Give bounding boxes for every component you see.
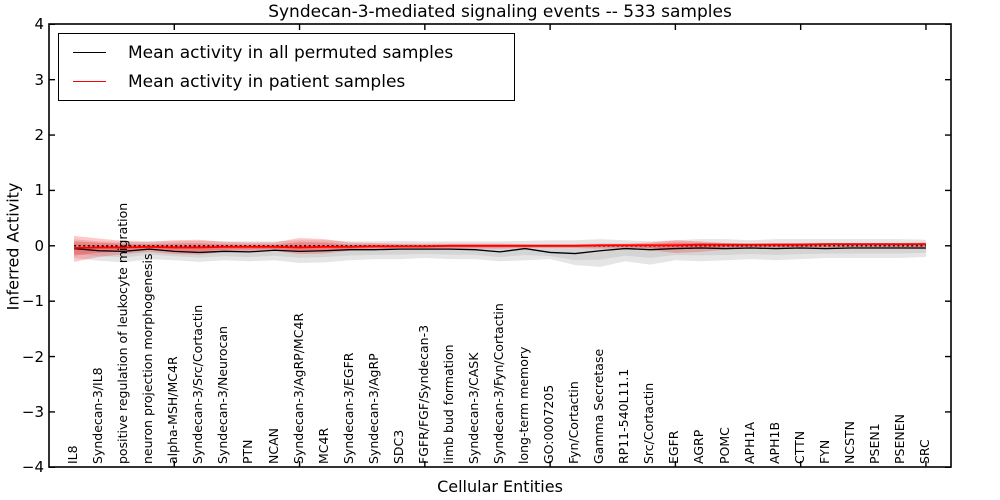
x-category-label: NCAN xyxy=(265,428,281,464)
legend-line-red xyxy=(73,81,106,82)
x-category-label: FYN xyxy=(816,439,832,464)
x-category-label: GO:0007205 xyxy=(541,384,557,464)
x-category-label: Syndecan-3/AgRP xyxy=(365,353,381,464)
x-category-label: SDC3 xyxy=(390,429,406,464)
x-category-label: SRC xyxy=(916,439,932,464)
x-category-label: RP11-540L11.1 xyxy=(616,368,632,464)
x-category-label: PTN xyxy=(240,439,256,464)
patient-mean-line xyxy=(74,243,926,249)
x-category-label: MC4R xyxy=(315,427,331,464)
x-category-label: NCSTN xyxy=(841,421,857,464)
x-category-label: alpha-MSH/MC4R xyxy=(165,356,181,464)
y-tick-label: −4 xyxy=(21,458,44,477)
y-tick-label: 4 xyxy=(34,15,44,34)
x-category-label: Syndecan-3/Fyn/Cortactin xyxy=(491,303,506,464)
legend-label: Mean activity in patient samples xyxy=(128,71,406,92)
x-category-label: CTTN xyxy=(791,430,807,464)
x-category-label: Syndecan-3/EGFR xyxy=(340,352,356,464)
y-tick-label: 1 xyxy=(34,181,44,200)
y-tick-label: 3 xyxy=(34,70,44,89)
x-category-label: Syndecan-3/AgRP/MC4R xyxy=(290,312,306,464)
x-category-label: AGRP xyxy=(691,429,707,464)
x-axis-label: Cellular Entities xyxy=(437,477,563,496)
x-category-label: Syndecan-3/Src/Cortactin xyxy=(190,304,206,464)
y-tick-label: −3 xyxy=(21,402,44,421)
x-category-label: Syndecan-3/Neurocan xyxy=(215,326,231,464)
x-category-label: EGFR xyxy=(666,430,682,464)
y-tick-label: −2 xyxy=(21,347,44,366)
x-category-label: POMC xyxy=(716,427,732,464)
x-category-label: neuron projection morphogenesis xyxy=(140,253,156,464)
x-category-label: Syndecan-3/IL8 xyxy=(90,367,106,464)
x-category-label: PSENEN xyxy=(891,414,907,464)
x-category-label: APH1B xyxy=(766,421,782,464)
permuted-mean-line xyxy=(73,247,926,255)
x-category-label: Syndecan-3/CASK xyxy=(465,352,481,464)
x-category-label: APH1A xyxy=(741,422,757,464)
y-tick-label: 2 xyxy=(34,126,44,145)
y-tick-label: −1 xyxy=(21,292,44,311)
legend-entry-patient: Mean activity in patient samples xyxy=(73,72,514,92)
legend-box: Mean activity in all permuted samples Me… xyxy=(58,33,515,101)
x-category-label: PSEN1 xyxy=(866,423,882,464)
x-category-label: limb bud formation xyxy=(440,344,456,464)
x-category-label: long-term memory xyxy=(516,346,532,464)
x-category-label: Fyn/Cortactin xyxy=(566,381,582,464)
patient-band-outer xyxy=(74,235,926,262)
legend-line-black xyxy=(73,52,106,53)
x-category-label: IL8 xyxy=(65,445,81,464)
x-category-label: Gamma Secretase xyxy=(591,348,607,464)
legend-label: Mean activity in all permuted samples xyxy=(128,42,454,63)
legend-entry-permuted: Mean activity in all permuted samples xyxy=(73,43,514,63)
x-category-label: Src/Cortactin xyxy=(641,382,657,464)
y-tick-label: 0 xyxy=(34,236,44,255)
chart-title: Syndecan-3-mediated signaling events -- … xyxy=(268,2,732,22)
x-category-label: positive regulation of leukocyte migrati… xyxy=(115,202,131,464)
x-category-label: FGFR/FGF/Syndecan-3 xyxy=(415,324,431,464)
